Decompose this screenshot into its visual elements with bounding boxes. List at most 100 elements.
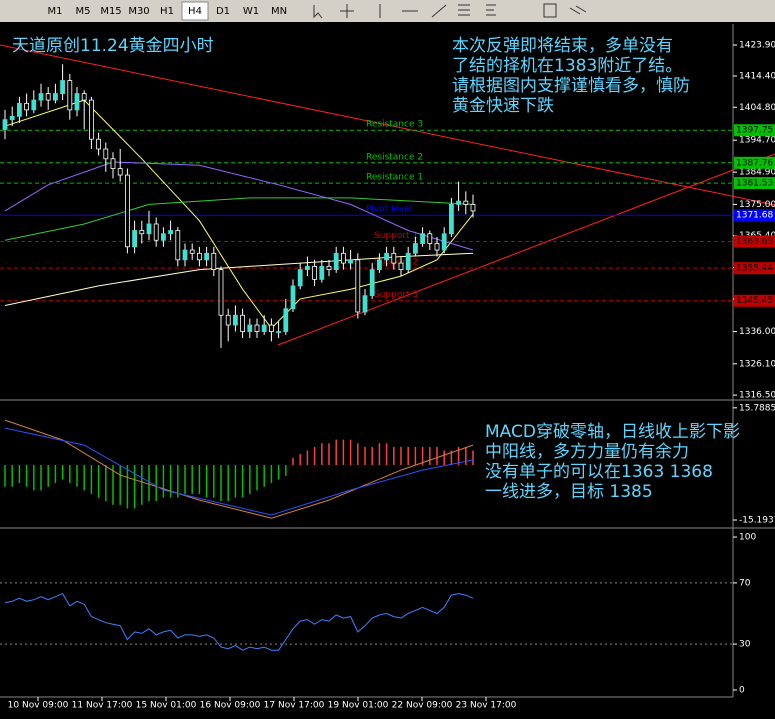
- candle-body: [132, 230, 138, 248]
- candle-body: [427, 233, 433, 244]
- timeframe-button[interactable]: M1: [48, 6, 63, 17]
- active-button: [181, 1, 209, 21]
- rsi-line: [4, 592, 474, 651]
- trend-line: [0, 44, 775, 206]
- level-name: Resistance 1: [366, 173, 423, 183]
- candle-body: [470, 204, 476, 212]
- level-price-box: [734, 294, 775, 307]
- y-tick-label: 1404.80: [739, 103, 775, 113]
- timeframe-button[interactable]: H4: [188, 6, 202, 17]
- candle-body: [456, 200, 462, 205]
- candle-body: [312, 265, 318, 280]
- candle-body: [204, 252, 210, 261]
- candle-body: [9, 115, 15, 121]
- candle-body: [463, 200, 469, 205]
- candle-body: [326, 265, 332, 271]
- text-icon: [543, 3, 557, 18]
- toolbar-icons: [313, 3, 587, 19]
- candle-body: [38, 93, 44, 101]
- level-price: 1381.53: [736, 179, 773, 189]
- annotation: MACD穿破零轴，日线收上影下影: [485, 422, 740, 442]
- timeframe-button[interactable]: W1: [243, 6, 259, 17]
- candle-body: [434, 243, 440, 251]
- candle-body: [218, 269, 224, 316]
- candle-body: [283, 308, 289, 332]
- timeframe-button[interactable]: D1: [216, 6, 230, 17]
- y-tick-label: 0: [739, 685, 745, 695]
- candle-body: [24, 102, 30, 111]
- candle-body: [391, 252, 397, 264]
- annotation: 本次反弹即将结束，多单没有: [452, 36, 673, 56]
- trendline-icon: [431, 4, 447, 18]
- candle-body: [74, 93, 80, 111]
- annotation: 中阳线，多方力量仍有余力: [485, 442, 689, 462]
- annotation: 黄金快速下跌: [452, 96, 554, 116]
- y-tick-label: 1336.00: [739, 327, 775, 337]
- candle-body: [261, 324, 267, 332]
- level-name: Resistance 2: [366, 152, 423, 162]
- y-tick-label: 100: [739, 533, 756, 543]
- y-tick-label: 1384.90: [739, 168, 775, 178]
- candle-body: [117, 168, 123, 176]
- candle-body: [125, 174, 130, 248]
- candle-body: [53, 93, 58, 101]
- timeframe-button[interactable]: H1: [160, 6, 174, 17]
- candle-body: [319, 265, 325, 280]
- y-tick-label: 1414.40: [739, 71, 775, 81]
- level-price: 1345.45: [736, 296, 773, 306]
- level-price-box: [734, 156, 775, 169]
- candle-body: [369, 269, 375, 297]
- timeframe-button[interactable]: MN: [271, 6, 287, 17]
- candle-body: [89, 99, 94, 140]
- level-name: Resistance 3: [366, 120, 423, 130]
- timeframe-button[interactable]: M5: [76, 6, 91, 17]
- candle-body: [96, 138, 101, 150]
- candle-body: [290, 285, 296, 310]
- candle-body: [297, 269, 303, 287]
- time-label: 17 Nov 17:00: [264, 701, 325, 711]
- candle-body: [225, 314, 231, 326]
- time-label: 23 Nov 17:00: [456, 701, 517, 711]
- macd-line: [4, 419, 474, 519]
- level-price-box: [734, 235, 775, 248]
- time-label: 15 Nov 01:00: [136, 701, 197, 711]
- y-tick-label: 70: [739, 578, 751, 588]
- candle-body: [362, 295, 368, 313]
- timeframe-button[interactable]: M30: [128, 6, 149, 17]
- candle-body: [276, 331, 282, 333]
- candle-body: [405, 252, 411, 271]
- y-tick-label: 30: [739, 640, 751, 650]
- moving-average: [4, 197, 474, 241]
- candle-body: [441, 233, 447, 251]
- annotation: 一线进多，目标 1385: [485, 482, 653, 502]
- y-tick-label: 1375.00: [739, 200, 775, 210]
- y-tick-label: 1394.70: [739, 136, 775, 146]
- candle-body: [420, 233, 426, 244]
- annotation: 了结的择机在1383附近了结。: [452, 56, 682, 76]
- candle-body: [240, 314, 246, 332]
- candle-body: [333, 252, 339, 271]
- annotation: 没有单子的可以在1363 1368: [485, 462, 713, 482]
- candle-body: [384, 252, 390, 261]
- timeframe-button[interactable]: M15: [100, 6, 121, 17]
- candle-body: [254, 324, 260, 332]
- y-tick-label: 1423.90: [739, 40, 775, 50]
- level-price: 1371.68: [736, 211, 773, 221]
- level-price-box: [734, 262, 775, 275]
- candle-body: [398, 262, 404, 271]
- level-price: 1363.63: [736, 237, 773, 247]
- moving-average: [4, 161, 474, 251]
- candle-body: [376, 259, 382, 271]
- candle-body: [232, 314, 238, 326]
- candle-body: [81, 93, 87, 101]
- level-name: Pivot level: [366, 205, 412, 215]
- candle-body: [160, 233, 166, 241]
- candle-body: [153, 223, 159, 241]
- crosshair-icon: [340, 4, 354, 18]
- y-tick-label: 1326.10: [739, 359, 775, 369]
- candle-body: [182, 249, 188, 261]
- y-tick-label: 1316.50: [739, 391, 775, 401]
- candle-body: [31, 99, 37, 111]
- channel-icon: [458, 4, 470, 16]
